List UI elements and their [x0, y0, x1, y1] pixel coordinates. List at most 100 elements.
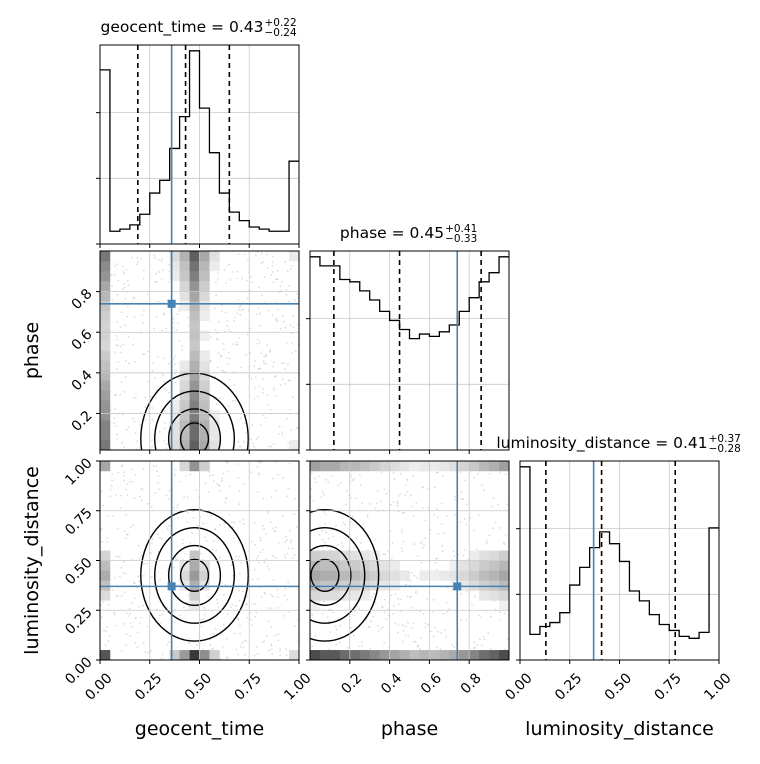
sample-point — [251, 281, 253, 284]
sample-point — [325, 513, 327, 515]
sample-point — [177, 376, 180, 379]
sample-point — [404, 625, 407, 628]
sample-point — [218, 397, 221, 400]
sample-point — [236, 463, 239, 465]
sample-point — [186, 521, 189, 524]
sample-point — [281, 515, 284, 517]
sample-point — [263, 527, 265, 530]
marginal-title: luminosity_distance = 0.41 +0.37−0.28 — [496, 433, 740, 455]
density-cell — [179, 280, 190, 292]
sample-point — [433, 513, 436, 516]
sample-point — [311, 613, 314, 616]
sample-point — [321, 529, 323, 532]
sample-point — [223, 522, 226, 525]
sample-point — [462, 554, 465, 557]
sample-point — [277, 542, 280, 544]
sample-point — [166, 643, 169, 646]
sample-point — [124, 324, 127, 327]
sample-point — [260, 596, 263, 598]
sample-point — [403, 511, 406, 514]
sample-point — [256, 490, 259, 493]
density-cell — [169, 251, 180, 262]
sample-point — [422, 485, 424, 488]
density-cell — [169, 420, 180, 431]
sample-point — [258, 385, 261, 388]
density-cell — [199, 350, 210, 361]
density-cell — [479, 580, 490, 591]
sample-point — [499, 472, 501, 474]
sample-point — [167, 281, 170, 284]
x-tick-label: 0.8 — [458, 670, 485, 697]
y-axis-label: phase — [21, 322, 43, 379]
sample-point — [263, 355, 265, 358]
sample-point — [135, 616, 137, 619]
sample-point — [196, 643, 199, 646]
sample-point — [113, 408, 116, 411]
sample-point — [106, 514, 109, 517]
title-value: 0.41 — [673, 434, 708, 452]
title-plus: +0.22 — [264, 17, 296, 29]
x-axis-label: geocent_time — [135, 718, 264, 740]
density-cell — [199, 380, 210, 391]
sample-point — [114, 613, 116, 616]
sample-point — [279, 285, 282, 288]
sample-point — [238, 589, 240, 592]
sample-point — [142, 604, 145, 607]
sample-point — [218, 321, 220, 323]
sample-point — [115, 424, 117, 427]
sample-point — [129, 635, 132, 637]
sample-point — [222, 370, 224, 372]
sample-point — [361, 502, 364, 505]
sample-point — [266, 512, 269, 515]
sample-point — [173, 363, 176, 366]
sample-point — [238, 490, 241, 493]
sample-point — [257, 578, 260, 580]
sample-point — [228, 351, 230, 354]
sample-point — [122, 572, 125, 574]
sample-point — [460, 491, 463, 494]
sample-point — [352, 634, 355, 637]
sample-point — [159, 536, 161, 539]
sample-point — [162, 374, 165, 376]
sample-point — [239, 313, 242, 316]
sample-point — [271, 271, 274, 273]
sample-point — [272, 579, 275, 582]
sample-point — [228, 485, 231, 488]
sample-point — [253, 568, 256, 571]
sample-point — [228, 378, 231, 381]
sample-point — [266, 267, 269, 270]
sample-point — [289, 268, 292, 271]
sample-point — [155, 465, 158, 468]
sample-point — [345, 503, 347, 506]
sample-point — [139, 495, 141, 498]
sample-point — [383, 488, 386, 491]
sample-point — [176, 313, 179, 316]
sample-point — [282, 315, 284, 318]
x-tick-label: 0.00 — [82, 670, 115, 703]
sample-point — [123, 272, 126, 275]
sample-point — [243, 440, 245, 443]
sample-point — [156, 300, 159, 303]
sample-point — [209, 336, 212, 338]
density-cell — [419, 461, 430, 472]
y-tick-label: 0.75 — [62, 505, 95, 538]
sample-point — [384, 598, 386, 601]
sample-point — [209, 360, 212, 363]
sample-point — [143, 353, 146, 355]
sample-point — [460, 593, 463, 596]
density-cell — [209, 420, 220, 431]
sample-point — [262, 387, 264, 390]
sample-point — [463, 517, 466, 520]
title-name: phase — [340, 224, 387, 242]
density-cell — [319, 550, 331, 561]
sample-point — [285, 288, 288, 291]
sample-point — [271, 652, 274, 655]
sample-point — [285, 654, 288, 657]
density-cell — [100, 300, 111, 311]
sample-point — [150, 576, 153, 579]
sample-point — [433, 486, 436, 489]
sample-point — [358, 607, 361, 610]
sample-point — [276, 269, 279, 272]
sample-point — [277, 639, 279, 642]
